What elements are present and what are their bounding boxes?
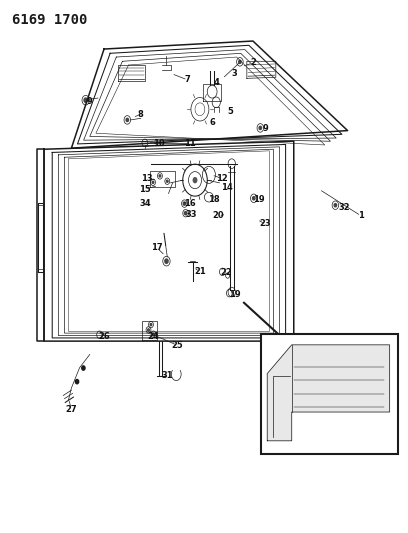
Text: 18: 18 [208,196,220,204]
Circle shape [183,202,186,205]
Text: 32: 32 [339,204,350,212]
Text: 29: 29 [346,407,357,416]
Text: 31: 31 [162,372,173,380]
Text: 11: 11 [184,140,195,148]
Text: 1: 1 [358,212,364,220]
Text: 5: 5 [228,108,233,116]
Text: 22: 22 [221,269,232,277]
Text: 33: 33 [185,210,197,219]
Circle shape [253,197,255,200]
Text: 4: 4 [213,78,219,87]
Text: 17: 17 [151,244,163,252]
Text: 6: 6 [209,118,215,127]
Text: 25: 25 [172,341,183,350]
Circle shape [193,177,197,183]
Text: 21: 21 [194,268,206,276]
Text: 10: 10 [153,140,165,148]
Text: 16: 16 [184,199,195,208]
Text: 6169 1700: 6169 1700 [12,13,88,27]
Text: 15: 15 [139,185,151,193]
Text: 19: 19 [229,290,240,298]
Circle shape [150,324,152,326]
Text: 24: 24 [147,333,159,341]
Text: 8: 8 [138,110,144,119]
Circle shape [126,118,129,122]
Circle shape [166,180,168,182]
Text: 3: 3 [232,69,237,78]
Circle shape [152,181,154,183]
Circle shape [82,366,85,370]
Text: 28: 28 [278,426,289,435]
Text: 14: 14 [221,183,232,192]
Bar [261,334,398,454]
Circle shape [259,126,262,130]
Polygon shape [267,345,390,441]
Text: 34: 34 [139,199,151,208]
Text: 7: 7 [185,76,191,84]
Text: 30: 30 [346,397,357,405]
Text: 13: 13 [141,174,153,183]
Circle shape [84,98,87,102]
Circle shape [153,333,154,335]
Text: 26: 26 [98,333,110,341]
Text: 2: 2 [250,59,256,67]
Text: 23: 23 [259,220,271,228]
Text: 20: 20 [213,212,224,220]
Text: 27: 27 [66,405,77,414]
Text: 12: 12 [217,174,228,183]
Text: 19: 19 [253,196,265,204]
Circle shape [148,329,149,331]
Text: 9: 9 [87,97,93,106]
Circle shape [334,204,337,207]
Circle shape [159,175,161,177]
Circle shape [239,60,241,63]
Text: 9: 9 [262,125,268,133]
Circle shape [165,259,168,263]
Circle shape [184,212,187,215]
Circle shape [75,379,79,384]
